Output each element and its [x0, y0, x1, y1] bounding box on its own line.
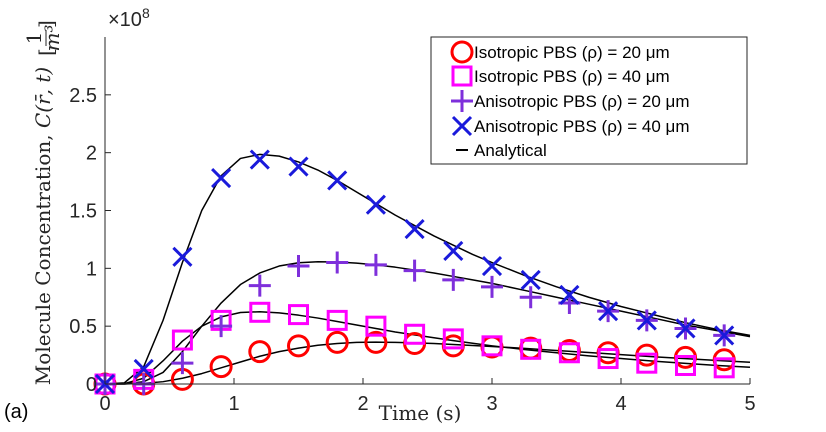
- data-markers: [93, 149, 736, 396]
- data-point: [288, 304, 309, 326]
- data-point: [443, 240, 464, 262]
- axes: 0 1 2 3 4 5 0 0.5 1 1.5 2 2.5: [69, 37, 756, 415]
- svg-text:Molecule Concentration, C(r̄,: Molecule Concentration, C(r̄, t): [31, 67, 55, 385]
- y-tick-label: 1: [86, 258, 97, 280]
- data-point: [325, 330, 349, 354]
- data-point: [248, 274, 271, 297]
- data-point: [442, 268, 465, 291]
- data-point: [171, 329, 193, 351]
- legend: Isotropic PBS (ρ) = 20 μm Isotropic PBS (…: [430, 36, 748, 165]
- data-point: [520, 269, 541, 290]
- x-tick-label: 3: [486, 393, 497, 415]
- y-tick-label: 1.5: [69, 201, 97, 223]
- y-tick-label: 2: [86, 143, 97, 165]
- series-aniso40: [94, 149, 735, 395]
- series-aniso20: [94, 251, 736, 395]
- data-point: [481, 335, 503, 357]
- data-point: [327, 170, 348, 191]
- data-point: [636, 310, 657, 331]
- axis-ticks: 0 1 2 3 4 5 0 0.5 1 1.5 2 2.5: [69, 85, 755, 415]
- legend-marker-iso40: [451, 65, 473, 87]
- legend-label-aniso20: Anisotropic PBS (ρ) = 20 μm: [474, 92, 690, 111]
- data-point: [364, 330, 388, 354]
- data-point: [675, 318, 696, 339]
- y-multiplier: ×108: [108, 5, 150, 31]
- legend-label-analytical: Analytical: [474, 141, 547, 160]
- data-point: [365, 315, 387, 337]
- y-axis-title: Molecule Concentration, C(r̄, t) 1 m³ [ …: [22, 20, 64, 385]
- legend-label-iso20: Isotropic PBS (ρ) = 20 μm: [474, 43, 670, 62]
- data-point: [211, 168, 232, 189]
- x-tick-label: 5: [744, 393, 755, 415]
- legend-label-iso40: Isotropic PBS (ρ) = 40 μm: [474, 67, 670, 86]
- data-point: [675, 354, 696, 376]
- legend-marker-aniso40: [451, 115, 473, 137]
- data-point: [365, 194, 386, 215]
- data-point: [598, 301, 619, 322]
- data-point: [287, 255, 310, 278]
- y-axis-unit-bracket-left: [: [34, 48, 58, 56]
- data-point: [558, 342, 580, 364]
- data-point: [326, 309, 348, 331]
- data-point: [287, 334, 310, 358]
- legend-marker-iso20: [450, 40, 474, 64]
- y-axis-title-expr: C(r̄, t): [31, 67, 55, 128]
- x-tick-label: 1: [228, 393, 239, 415]
- legend-marker-aniso20: [451, 90, 473, 112]
- data-point: [209, 355, 233, 379]
- data-point: [559, 284, 580, 305]
- data-point: [326, 251, 349, 274]
- data-point: [133, 358, 154, 380]
- y-tick-label: 0.5: [69, 316, 97, 338]
- x-tick-label: 2: [357, 393, 368, 415]
- x-tick-label: 4: [615, 393, 626, 415]
- data-point: [481, 255, 503, 277]
- data-point: [171, 352, 194, 375]
- x-tick-label: 0: [99, 393, 110, 415]
- y-axis-unit-denominator: m³: [40, 25, 64, 52]
- data-point: [249, 301, 271, 323]
- data-point: [520, 338, 542, 360]
- y-axis-unit-numerator: 1: [22, 32, 46, 45]
- data-point: [403, 259, 426, 282]
- y-tick-label: 2.5: [69, 85, 97, 107]
- data-point: [172, 246, 193, 267]
- legend-box: [430, 36, 748, 165]
- data-point: [248, 340, 272, 364]
- x-axis-title: Time (s): [379, 401, 462, 425]
- data-point: [364, 253, 387, 276]
- y-tick-label: 0: [86, 374, 97, 396]
- data-point: [288, 156, 309, 177]
- data-point: [481, 275, 503, 298]
- panel-label: (a): [4, 401, 28, 423]
- y-axis-unit-bracket-right: ]: [34, 20, 58, 28]
- data-point: [519, 286, 542, 309]
- data-point: [713, 357, 735, 379]
- legend-label-aniso40: Anisotropic PBS (ρ) = 40 μm: [474, 117, 690, 136]
- data-point: [597, 348, 619, 370]
- data-point: [714, 325, 735, 346]
- data-point: [210, 315, 233, 338]
- data-point: [404, 218, 425, 240]
- data-point: [249, 149, 270, 170]
- data-point: [636, 352, 658, 374]
- y-axis-title-text: Molecule Concentration,: [31, 128, 55, 385]
- data-point: [404, 323, 426, 345]
- data-point: [442, 328, 464, 350]
- plot-area: [93, 149, 751, 396]
